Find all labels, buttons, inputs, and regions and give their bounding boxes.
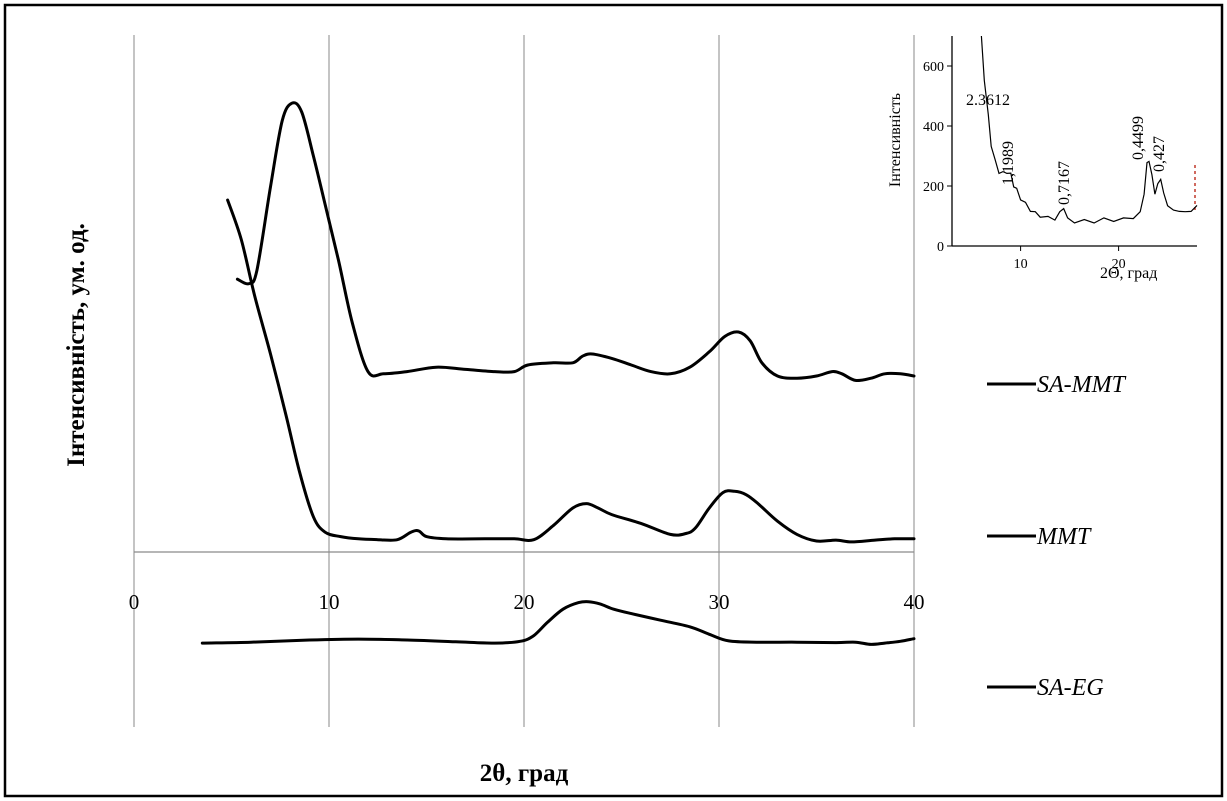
series-line-mmt <box>226 198 916 544</box>
inset-peak-label-0: 2.3612 <box>966 92 1010 109</box>
x-tick-label-10: 10 <box>319 590 340 614</box>
main-x-tick-labels: 0 10 20 30 40 <box>129 590 925 614</box>
inset-peak-label-3: 0,4499 <box>1130 116 1147 160</box>
inset-x-axis-label: 2Θ, град <box>1100 265 1157 282</box>
legend-label-sa-mmt: SA-MMT <box>1037 372 1127 398</box>
series-line-sa-mmt <box>235 101 916 383</box>
x-tick-label-30: 30 <box>709 590 730 614</box>
inset-y-tick-label-400: 400 <box>923 120 944 135</box>
main-series-lines <box>200 101 916 646</box>
legend-label-sa-eg: SA-EG <box>1037 675 1104 701</box>
x-tick-label-0: 0 <box>129 590 140 614</box>
inset-y-tick-label-0: 0 <box>937 240 944 255</box>
inset-y-axis-label: Інтенсивність <box>887 93 904 187</box>
inset-peak-label-1: 1,1989 <box>1000 141 1017 185</box>
y-axis-label: Інтенсивність, ум. од. <box>63 223 90 467</box>
inset-series-line <box>980 35 1198 224</box>
legend-label-mmt: MMT <box>1036 524 1092 550</box>
inset-peak-label-4: 0,427 <box>1151 136 1168 172</box>
legend: SA-MMT MMT SA-EG <box>987 372 1127 701</box>
inset-y-tick-label-600: 600 <box>923 60 944 75</box>
series-line-sa-eg <box>200 600 916 646</box>
inset-peak-label-2: 0,7167 <box>1056 161 1073 205</box>
inset-x-tick-label-10: 10 <box>1014 257 1028 272</box>
x-tick-label-20: 20 <box>514 590 535 614</box>
figure-border <box>3 3 1224 798</box>
x-tick-label-40: 40 <box>904 590 925 614</box>
inset-y-tick-label-200: 200 <box>923 180 944 195</box>
x-axis-label: 2θ, град <box>480 760 569 787</box>
main-grid <box>133 35 915 727</box>
inset-x-tick-label-20: 20 <box>1112 257 1126 272</box>
